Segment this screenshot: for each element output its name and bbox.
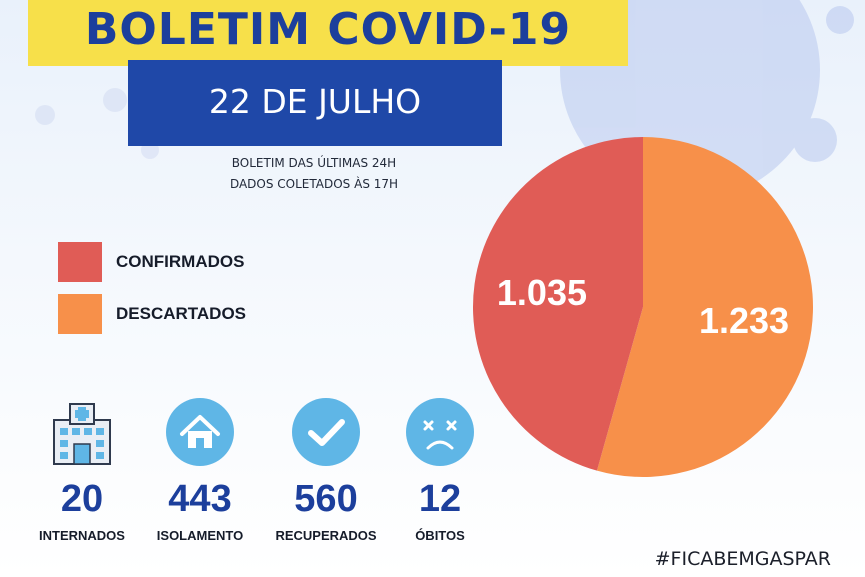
hospital-icon bbox=[53, 403, 111, 465]
house-icon bbox=[166, 398, 234, 466]
title-banner: BOLETIM COVID-19 bbox=[28, 0, 628, 66]
pie-label-descartados: 1.233 bbox=[699, 300, 789, 341]
stat-label-isolamento: ISOLAMENTO bbox=[156, 528, 244, 543]
hashtag: #FICABEMGASPAR bbox=[654, 548, 831, 570]
stat-value-isolamento: 443 bbox=[168, 478, 232, 520]
date-banner: 22 DE JULHO bbox=[128, 60, 502, 146]
pie-label-confirmados: 1.035 bbox=[497, 272, 587, 313]
stat-label-obitos: ÓBITOS bbox=[415, 528, 465, 543]
legend-swatch-confirmados bbox=[58, 242, 102, 282]
page-title: BOLETIM COVID-19 bbox=[84, 4, 572, 55]
subtitle-line-1: BOLETIM DAS ÚLTIMAS 24H bbox=[231, 156, 397, 170]
stat-value-obitos: 12 bbox=[418, 478, 462, 520]
stat-label-recuperados: RECUPERADOS bbox=[275, 528, 377, 543]
sad-face-icon bbox=[406, 398, 474, 466]
checkmark-icon bbox=[292, 398, 360, 466]
pie-chart: 1.233 1.035 bbox=[473, 136, 813, 477]
legend-swatch-descartados bbox=[58, 294, 102, 334]
stat-value-recuperados: 560 bbox=[294, 478, 358, 520]
legend-label-confirmados: CONFIRMADOS bbox=[116, 252, 245, 271]
stat-value-internados: 20 bbox=[60, 478, 104, 520]
report-date: 22 DE JULHO bbox=[208, 82, 422, 121]
pie-slice-confirmados bbox=[473, 136, 643, 471]
pie-slice-descartados bbox=[596, 137, 813, 477]
subtitle-line-2: DADOS COLETADOS ÀS 17H bbox=[229, 177, 399, 191]
stat-label-internados: INTERNADOS bbox=[39, 528, 125, 543]
legend-label-descartados: DESCARTADOS bbox=[116, 304, 247, 323]
